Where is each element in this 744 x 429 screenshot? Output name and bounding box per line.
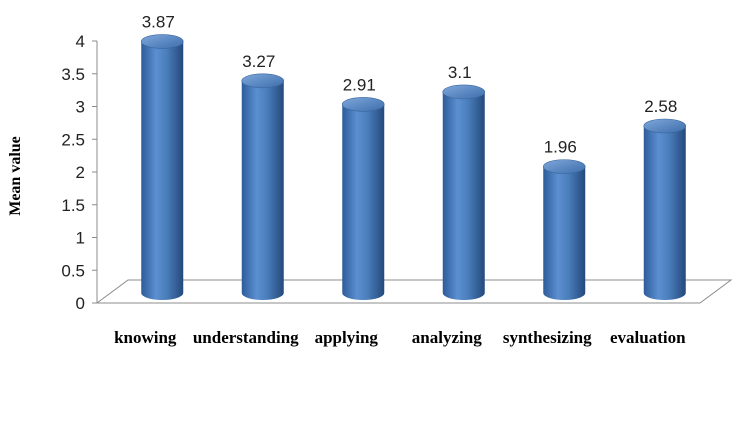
- y-tick-label: 0: [76, 294, 85, 313]
- data-label: 3.87: [142, 13, 175, 32]
- bar-body: [442, 91, 485, 300]
- bars: [140, 34, 687, 301]
- x-tick-label: analyzing: [412, 328, 482, 347]
- y-axis-title: Mean value: [7, 136, 24, 216]
- data-label: 2.91: [343, 75, 376, 94]
- y-tick-label: 3: [76, 98, 85, 117]
- x-tick-label: understanding: [193, 328, 299, 347]
- bar-body: [241, 80, 284, 300]
- bar-top-cap: [542, 159, 586, 174]
- data-labels: 3.87 3.27 2.91 3.1 1.96 2.58: [142, 13, 678, 157]
- chart-floor: [95, 279, 733, 304]
- data-label: 3.27: [242, 52, 275, 71]
- bar-knowing: [140, 34, 184, 300]
- y-tick-label: 3.5: [61, 65, 85, 84]
- x-tick-label: evaluation: [610, 328, 686, 347]
- bar-top-cap: [442, 84, 486, 100]
- y-tick-label: 2: [76, 163, 85, 182]
- y-tick-label: 1: [76, 229, 85, 248]
- x-tick-label: knowing: [114, 328, 177, 347]
- bar-body: [342, 104, 385, 301]
- bar-top-cap: [341, 97, 385, 112]
- bar-top-cap: [241, 73, 285, 89]
- bar-evaluation: [643, 118, 687, 300]
- bar-top-cap: [643, 118, 687, 134]
- data-label: 3.1: [448, 63, 472, 82]
- data-label: 2.58: [644, 97, 677, 116]
- bar-understanding: [241, 73, 285, 300]
- x-axis-labels: knowing understanding applying analyzing syn…: [114, 328, 686, 347]
- y-tick-label: 1.5: [61, 196, 85, 215]
- bar-body: [643, 126, 686, 300]
- floor-plane: [95, 279, 733, 304]
- bar-body: [141, 41, 184, 300]
- y-tick-label: 4: [76, 32, 85, 51]
- x-tick-label: applying: [315, 328, 379, 347]
- bar-analyzing: [442, 84, 486, 300]
- bar-synthesizing: [542, 159, 586, 300]
- data-label: 1.96: [544, 138, 577, 157]
- bar-applying: [341, 97, 385, 301]
- y-tick-label: 2.5: [61, 130, 85, 149]
- y-tick-label: 0.5: [61, 261, 85, 280]
- y-axis: 0 0.5 1 1.5 2 2.5 3 3.5 4: [61, 32, 98, 313]
- bar-top-cap: [140, 34, 184, 49]
- bar-body: [543, 166, 586, 300]
- x-tick-label: synthesizing: [503, 328, 592, 347]
